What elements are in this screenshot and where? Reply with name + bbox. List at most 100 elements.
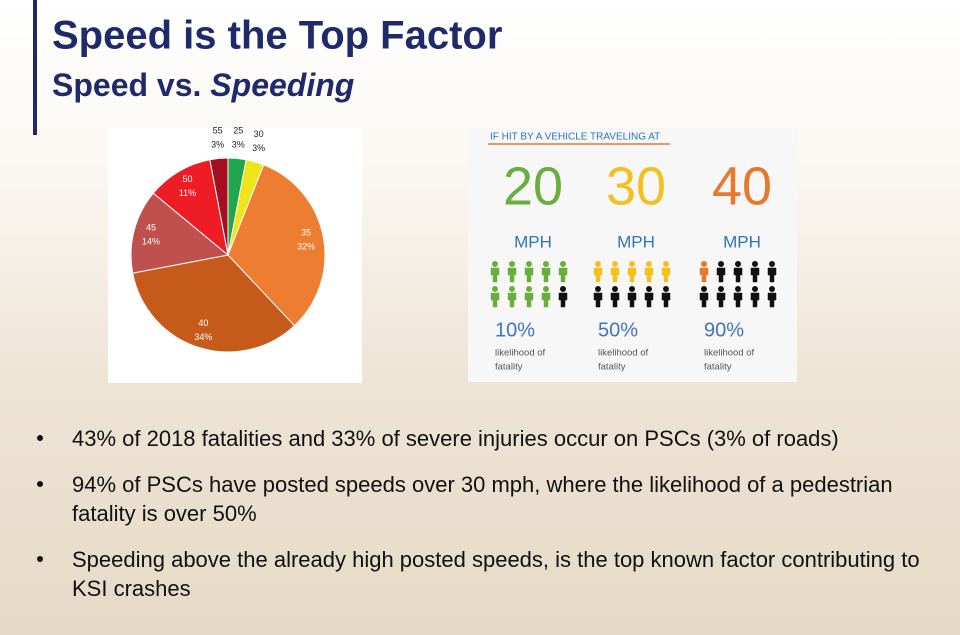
icon-head bbox=[595, 261, 601, 267]
icon-head bbox=[752, 261, 758, 267]
icon-body bbox=[524, 267, 534, 283]
percentage: 90% bbox=[704, 319, 744, 341]
icon-body bbox=[610, 292, 620, 308]
icon-body bbox=[610, 267, 620, 283]
slice-label: 34% bbox=[194, 332, 212, 342]
icon-body bbox=[750, 267, 760, 283]
icon-body bbox=[733, 267, 743, 283]
bullet: Speeding above the already high posted s… bbox=[72, 547, 920, 601]
speed: 20 bbox=[503, 156, 563, 216]
person-icon bbox=[558, 286, 568, 308]
icon-body bbox=[490, 267, 500, 283]
icon-head bbox=[718, 261, 724, 267]
person-icon bbox=[699, 261, 709, 283]
icon-body bbox=[558, 267, 568, 283]
icon-body bbox=[716, 292, 726, 308]
icon-body bbox=[507, 292, 517, 308]
person-icon bbox=[733, 286, 743, 308]
person-icon bbox=[644, 261, 654, 283]
slice-category: 45 bbox=[146, 223, 156, 233]
unit: MPH bbox=[723, 232, 761, 251]
icon-head bbox=[509, 286, 515, 292]
icon-body bbox=[644, 267, 654, 283]
info-heading: IF HIT BY A VEHICLE TRAVELING AT bbox=[490, 132, 660, 143]
slice-category: 50 bbox=[183, 174, 193, 184]
pie-slice bbox=[130, 192, 230, 274]
subtitle: Speed vs. Speeding bbox=[52, 67, 354, 103]
icon-head bbox=[735, 286, 741, 292]
slice-category: 55 bbox=[213, 125, 223, 135]
subtitle-text: Speed vs. bbox=[52, 67, 201, 103]
icon-body bbox=[541, 267, 551, 283]
bullet: 94% of PSCs have posted speeds over 30 m… bbox=[72, 472, 893, 526]
person-icon bbox=[541, 261, 551, 283]
person-icon bbox=[716, 286, 726, 308]
bullet-dot bbox=[37, 481, 43, 487]
slice-category: 30 bbox=[254, 129, 264, 139]
person-icon bbox=[661, 261, 671, 283]
icon-head bbox=[769, 286, 775, 292]
icon-head bbox=[752, 286, 758, 292]
icon-head bbox=[735, 261, 741, 267]
person-icon bbox=[490, 286, 500, 308]
icon-body bbox=[767, 292, 777, 308]
icon-body bbox=[627, 292, 637, 308]
icon-head bbox=[543, 286, 549, 292]
icon-body bbox=[644, 292, 654, 308]
icon-head bbox=[560, 261, 566, 267]
slice-category: 40 bbox=[198, 318, 208, 328]
icon-head bbox=[701, 286, 707, 292]
icon-body bbox=[507, 267, 517, 283]
person-icon bbox=[627, 286, 637, 308]
icon-head bbox=[560, 286, 566, 292]
person-icon bbox=[767, 286, 777, 308]
person-icon bbox=[593, 261, 603, 283]
pie-slice bbox=[209, 157, 229, 256]
person-icon bbox=[558, 261, 568, 283]
unit: MPH bbox=[617, 232, 655, 251]
icon-body bbox=[750, 292, 760, 308]
person-icon bbox=[541, 286, 551, 308]
person-icon bbox=[699, 286, 709, 308]
slice-label: 3% bbox=[211, 139, 224, 149]
caption: fatality bbox=[598, 362, 626, 373]
icon-body bbox=[733, 292, 743, 308]
person-icon bbox=[507, 286, 517, 308]
icon-body bbox=[524, 292, 534, 308]
icon-head bbox=[769, 261, 775, 267]
icon-head bbox=[612, 286, 618, 292]
caption: likelihood of bbox=[598, 348, 649, 359]
person-icon bbox=[750, 286, 760, 308]
pie-slice bbox=[132, 254, 296, 353]
caption: likelihood of bbox=[495, 348, 546, 359]
bullet: 43% of 2018 fatalities and 33% of severe… bbox=[72, 426, 839, 451]
percentage: 10% bbox=[495, 319, 535, 341]
icon-head bbox=[663, 286, 669, 292]
pie-slice bbox=[227, 164, 326, 327]
slice-label: 11% bbox=[179, 188, 196, 198]
icon-head bbox=[663, 261, 669, 267]
icon-head bbox=[543, 261, 549, 267]
caption: likelihood of bbox=[704, 348, 755, 359]
speed: 30 bbox=[606, 156, 666, 216]
unit: MPH bbox=[514, 232, 552, 251]
icon-body bbox=[661, 292, 671, 308]
icon-body bbox=[558, 292, 568, 308]
title: Speed is the Top Factor bbox=[52, 14, 502, 58]
slice-label: 14% bbox=[142, 237, 160, 247]
slice-label: 3% bbox=[252, 143, 265, 153]
accent-bar bbox=[33, 0, 37, 135]
icon-head bbox=[612, 261, 618, 267]
icon-body bbox=[541, 292, 551, 308]
icon-head bbox=[492, 261, 498, 267]
caption: fatality bbox=[704, 362, 732, 373]
person-icon bbox=[524, 286, 534, 308]
subtitle-emphasis: Speeding bbox=[210, 67, 354, 103]
icon-body bbox=[767, 267, 777, 283]
icon-body bbox=[716, 267, 726, 283]
icon-head bbox=[492, 286, 498, 292]
icon-body bbox=[490, 292, 500, 308]
slice-label: 32% bbox=[297, 241, 315, 251]
